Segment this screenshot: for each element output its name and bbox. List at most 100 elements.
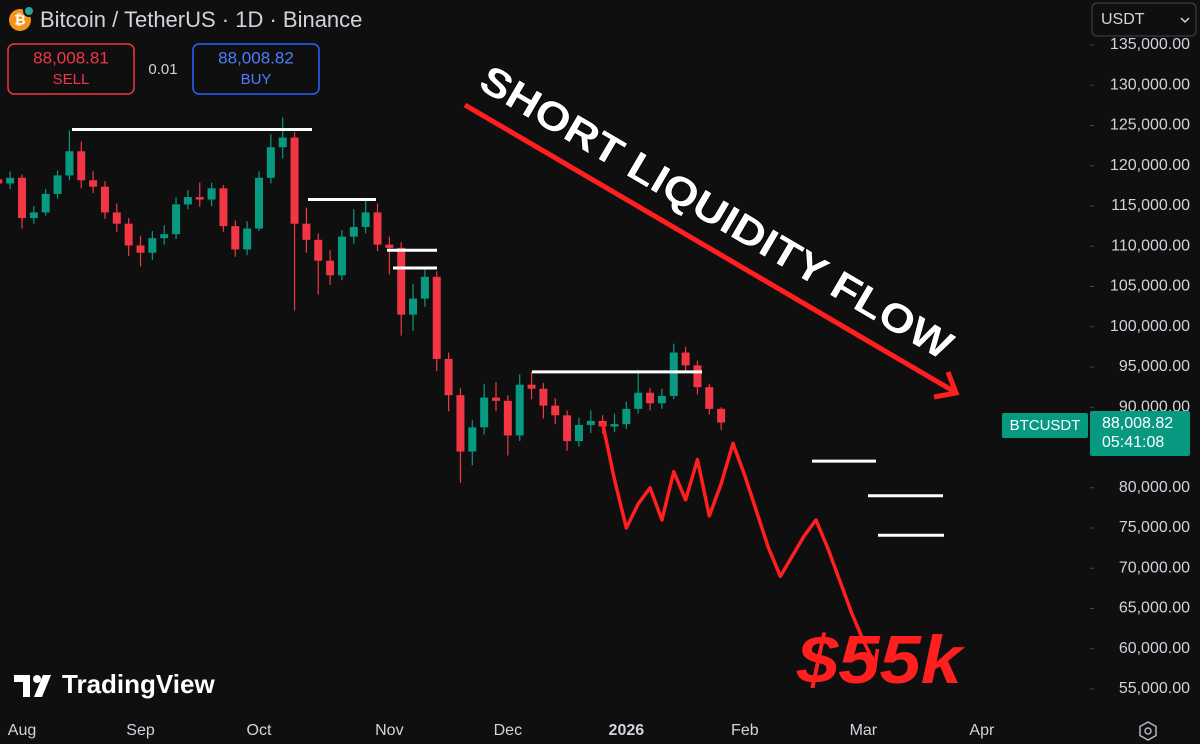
price-tag-countdown: 05:41:08 bbox=[1102, 434, 1164, 451]
candle-body bbox=[563, 415, 572, 442]
candle-body bbox=[610, 424, 619, 427]
candle-body bbox=[219, 188, 228, 227]
x-tick-label: Aug bbox=[8, 722, 36, 739]
settings-button[interactable] bbox=[1139, 721, 1157, 741]
price-tag-price: 88,008.82 bbox=[1102, 415, 1173, 432]
candle-body bbox=[515, 384, 524, 436]
candle-body bbox=[492, 397, 500, 401]
flow-arrow bbox=[463, 102, 957, 395]
currency-dropdown[interactable] bbox=[1091, 2, 1197, 37]
candle-body bbox=[634, 392, 643, 409]
candle-body bbox=[574, 424, 583, 442]
candle-body bbox=[314, 239, 323, 261]
y-tick-label: 120,000.00 bbox=[1110, 157, 1190, 174]
candle-body bbox=[302, 223, 311, 240]
x-tick-label: Oct bbox=[247, 722, 272, 739]
candle-body bbox=[622, 408, 631, 425]
y-tick-label: 75,000.00 bbox=[1119, 519, 1190, 536]
dropdown-chevron bbox=[1180, 17, 1190, 24]
candle-body bbox=[65, 151, 74, 176]
candle-body bbox=[409, 298, 418, 315]
candle-body bbox=[6, 177, 15, 184]
candle-body bbox=[337, 236, 346, 276]
x-tick-label: Feb bbox=[731, 722, 759, 739]
y-tick-label: 80,000.00 bbox=[1119, 479, 1190, 496]
candle-body bbox=[432, 276, 441, 359]
y-tick-label: 95,000.00 bbox=[1119, 358, 1190, 375]
candle-body bbox=[373, 212, 382, 245]
sell-label: SELL bbox=[53, 71, 90, 88]
candle-body bbox=[480, 397, 489, 428]
candle-body bbox=[160, 234, 169, 239]
sell-price: 88,008.81 bbox=[33, 48, 109, 67]
candle-body bbox=[195, 197, 204, 200]
candle-body bbox=[183, 197, 192, 205]
currency-label: USDT bbox=[1101, 11, 1145, 28]
candle-body bbox=[136, 245, 145, 253]
x-tick-label: Dec bbox=[494, 722, 522, 739]
candle-body bbox=[89, 180, 98, 187]
projection-line bbox=[600, 422, 877, 666]
price-tag bbox=[1090, 411, 1190, 456]
spread: 0.01 bbox=[148, 61, 177, 78]
candle-body bbox=[539, 388, 548, 406]
settings-icon bbox=[1144, 727, 1152, 735]
logo-mark bbox=[14, 675, 51, 697]
candle-body bbox=[100, 186, 109, 213]
x-tick-label: Apr bbox=[969, 722, 995, 739]
candle-body bbox=[148, 238, 157, 253]
flow-arrowhead bbox=[933, 371, 960, 400]
candle-body bbox=[527, 384, 536, 389]
sell-button[interactable] bbox=[7, 43, 135, 95]
projection-arrowhead bbox=[860, 648, 880, 668]
candle-body bbox=[207, 188, 216, 200]
candle-body bbox=[349, 226, 358, 237]
buy-label: BUY bbox=[241, 71, 272, 88]
candle-body bbox=[361, 212, 370, 227]
y-tick-label: 125,000.00 bbox=[1110, 117, 1190, 134]
buy-price: 88,008.82 bbox=[218, 48, 294, 67]
candle-body bbox=[705, 387, 714, 409]
candle-body bbox=[266, 147, 275, 178]
candle-body bbox=[669, 352, 678, 396]
candle-body bbox=[112, 212, 121, 224]
candle-body bbox=[657, 395, 666, 404]
candle-body bbox=[693, 365, 702, 388]
x-tick-label: Sep bbox=[126, 722, 155, 739]
symbol-tag bbox=[1002, 413, 1088, 438]
logo-dot bbox=[33, 675, 41, 683]
candle-body bbox=[29, 212, 38, 219]
candle-body bbox=[53, 175, 62, 194]
plot-area bbox=[0, 117, 726, 483]
candle-body bbox=[231, 226, 240, 250]
watermark: TradingView bbox=[62, 669, 215, 699]
candle-body bbox=[397, 247, 406, 315]
candle-body bbox=[0, 179, 3, 184]
symbol-tag-label: BTCUSDT bbox=[1010, 417, 1081, 434]
candle-body bbox=[18, 177, 26, 219]
x-tick-label: Mar bbox=[850, 722, 878, 739]
buy-button[interactable] bbox=[192, 43, 320, 95]
y-tick-label: 100,000.00 bbox=[1110, 318, 1190, 335]
target-label: $55k bbox=[796, 622, 966, 698]
candle-body bbox=[456, 395, 465, 452]
candle-body bbox=[503, 400, 512, 436]
candle-body bbox=[41, 193, 50, 213]
candle-body bbox=[444, 358, 453, 396]
candle-body bbox=[278, 137, 287, 148]
candle-body bbox=[586, 420, 595, 425]
candle-body bbox=[717, 408, 726, 423]
candle-body bbox=[385, 244, 394, 248]
y-tick-label: 130,000.00 bbox=[1110, 76, 1190, 93]
y-tick-label: 65,000.00 bbox=[1119, 600, 1190, 617]
candle-body bbox=[551, 405, 560, 416]
candle-body bbox=[77, 151, 86, 181]
candle-body bbox=[681, 352, 690, 366]
candle-body bbox=[646, 392, 655, 404]
y-tick-label: 60,000.00 bbox=[1119, 640, 1190, 657]
y-tick-label: 135,000.00 bbox=[1110, 36, 1190, 53]
y-tick-label: 105,000.00 bbox=[1110, 278, 1190, 295]
candle-body bbox=[243, 228, 252, 250]
y-tick-label: 115,000.00 bbox=[1111, 197, 1190, 214]
